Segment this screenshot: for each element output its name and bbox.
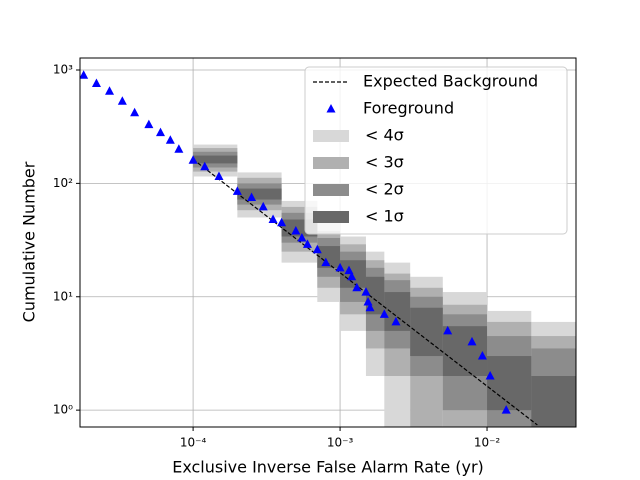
legend-label: Foreground: [363, 99, 454, 118]
sigma-band: [531, 376, 576, 427]
legend-box: [304, 66, 568, 235]
legend-swatch: [313, 157, 349, 169]
foreground-point: [200, 161, 210, 171]
foreground-point: [501, 405, 511, 414]
y-tick-label: 10²: [53, 176, 73, 190]
legend-label: < 2σ: [365, 180, 404, 199]
x-tick-label: 10⁻²: [474, 436, 501, 450]
foreground-point: [477, 351, 487, 360]
sigma-band: [487, 356, 532, 411]
foreground-point: [321, 257, 331, 267]
foreground-point: [130, 107, 140, 117]
foreground-point: [302, 239, 312, 248]
legend: Expected Background Foreground < 4σ < 3σ < 2…: [304, 66, 568, 235]
foreground-point: [467, 336, 477, 346]
foreground-point: [144, 119, 154, 129]
foreground-point: [232, 186, 242, 195]
sigma-band: [442, 326, 488, 377]
foreground-point: [214, 171, 224, 180]
foreground-point: [80, 70, 89, 79]
foreground-point: [443, 325, 453, 335]
legend-label: < 4σ: [365, 126, 404, 145]
foreground-point: [165, 135, 175, 144]
foreground-point: [291, 226, 301, 235]
foreground-point: [352, 282, 362, 292]
foreground-point: [268, 214, 278, 224]
x-axis-label: Exclusive Inverse False Alarm Rate (yr): [172, 458, 484, 477]
foreground-point: [117, 96, 127, 105]
sigma-band: [237, 188, 282, 200]
foreground-point: [91, 78, 101, 88]
foreground-point: [365, 302, 375, 312]
foreground-point: [347, 271, 357, 281]
legend-label: < 3σ: [365, 153, 404, 172]
x-tick-label: 10⁻³: [327, 436, 354, 450]
legend-label: < 1σ: [365, 207, 404, 226]
foreground-point: [174, 144, 184, 153]
y-tick-label: 10¹: [53, 289, 73, 303]
legend-swatch: [313, 184, 349, 196]
y-tick-label: 10⁰: [53, 403, 73, 417]
foreground-point: [391, 316, 401, 326]
sigma-band: [193, 155, 238, 164]
foreground-point: [312, 244, 322, 254]
foreground-point: [105, 86, 115, 95]
foreground-point: [379, 309, 389, 318]
foreground-point: [344, 265, 354, 275]
legend-marker: [326, 104, 336, 113]
foreground-point: [335, 262, 345, 272]
foreground-point: [277, 217, 287, 227]
x-tick-label: 10⁻⁴: [180, 436, 207, 450]
foreground-point: [297, 232, 307, 242]
legend-swatch: [313, 130, 349, 142]
foreground-point: [247, 192, 257, 202]
foreground-point: [258, 201, 268, 211]
foreground-point: [485, 371, 495, 380]
sigma-band: [317, 246, 341, 268]
plot-area: [80, 58, 576, 427]
legend-swatch: [313, 211, 349, 223]
y-axis-label: Cumulative Number: [20, 161, 39, 322]
y-tick-label: 10³: [53, 63, 73, 77]
legend-label: Expected Background: [363, 72, 538, 91]
foreground-point: [188, 155, 198, 164]
foreground-point: [155, 127, 165, 137]
foreground-point: [361, 287, 371, 296]
axes-frame: [79, 57, 577, 428]
